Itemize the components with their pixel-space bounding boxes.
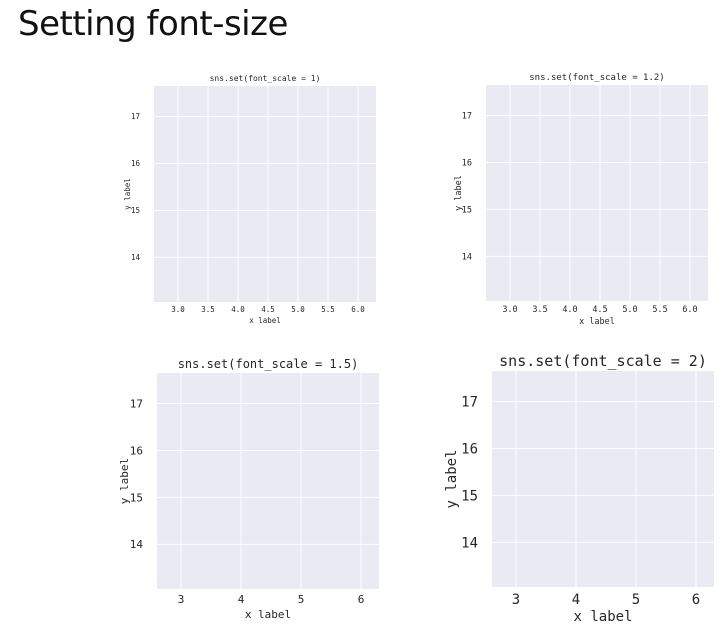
y-axis-label: y label [444,449,460,508]
x-tick-label: 4.0 [562,305,577,315]
x-tick-label: 5 [298,593,305,606]
y-tick-label: 15 [462,205,472,215]
x-tick-label: 5.0 [622,305,637,315]
x-tick-label: 3.0 [502,305,517,315]
x-tick-label: 3.0 [171,305,185,314]
x-axis-label: x label [249,316,281,325]
x-tick-label: 3 [178,593,185,606]
slide-title: Setting font-size [18,4,288,44]
chart-title: sns.set(font_scale = 1) [210,74,321,83]
y-tick-label: 17 [130,397,143,410]
y-tick-label: 15 [131,206,140,215]
chart-title: sns.set(font_scale = 1.2) [529,73,664,83]
y-tick-label: 16 [130,444,143,457]
y-tick-label: 17 [461,394,478,410]
x-tick-label: 5.5 [321,305,335,314]
x-tick-label: 5.5 [652,305,667,315]
plot-area [486,85,708,301]
x-tick-label: 6.0 [682,305,697,315]
y-axis-label: y label [454,175,464,211]
y-tick-label: 14 [131,253,141,262]
x-tick-label: 4.0 [231,305,245,314]
x-tick-label: 3.5 [532,305,547,315]
x-tick-label: 6.0 [351,305,365,314]
y-tick-label: 16 [462,158,472,168]
x-tick-label: 4 [572,592,580,608]
y-tick-label: 16 [461,441,478,457]
plot-area [492,371,714,587]
x-tick-label: 3.5 [201,305,215,314]
plot-area [157,373,379,589]
y-tick-label: 17 [131,112,140,121]
x-tick-label: 4 [238,593,245,606]
y-tick-label: 14 [130,538,144,551]
x-tick-label: 5.0 [291,305,305,314]
x-tick-label: 3 [512,592,520,608]
x-tick-label: 5 [632,592,640,608]
x-tick-label: 6 [358,593,365,606]
x-axis-label: x label [579,317,615,327]
x-tick-label: 4.5 [592,305,607,315]
x-tick-label: 6 [692,592,700,608]
y-tick-label: 15 [461,488,478,504]
plot-area [154,86,376,302]
x-axis-label: x label [245,608,291,621]
x-tick-label: 4.5 [261,305,275,314]
chart-title: sns.set(font_scale = 2) [499,352,707,370]
chart-title: sns.set(font_scale = 1.5) [178,357,359,371]
y-axis-label: y label [118,458,131,504]
y-tick-label: 15 [130,491,143,504]
x-axis-label: x label [573,609,632,625]
y-tick-label: 14 [461,535,478,551]
y-tick-label: 14 [462,252,472,262]
y-axis-label: y label [123,178,132,210]
y-tick-label: 17 [462,111,472,121]
y-tick-label: 16 [131,159,141,168]
